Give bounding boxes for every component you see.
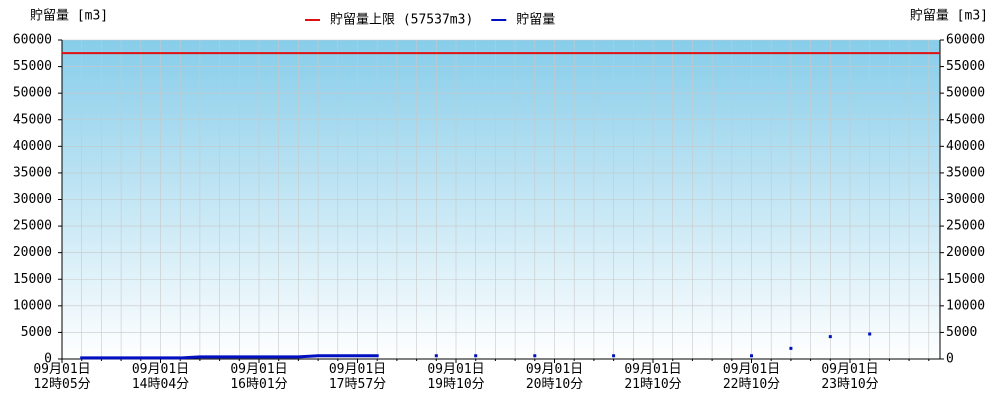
x-tick-label: 09月01日 12時05分 xyxy=(33,362,91,392)
y-tick-label: 45000 xyxy=(13,112,52,127)
y-tick-label: 60000 xyxy=(13,33,52,48)
legend-label: 貯留量 xyxy=(516,13,555,28)
y2-tick-label: 40000 xyxy=(946,139,985,154)
x-tick-label: 09月01日 22時10分 xyxy=(722,362,781,392)
y-tick-label: 50000 xyxy=(13,86,52,101)
y2-tick-label: 20000 xyxy=(946,245,985,260)
x-tick-label: 09月01日 16時01分 xyxy=(230,362,288,392)
y-tick-label: 40000 xyxy=(13,139,52,154)
y2-tick-label: 0 xyxy=(946,352,954,367)
x-tick-label: 09月01日 17時57分 xyxy=(328,362,387,392)
y-tick-label: 25000 xyxy=(13,219,52,234)
y-tick-label: 20000 xyxy=(13,245,52,260)
y2-tick-label: 30000 xyxy=(946,192,985,207)
x-tick-label: 09月01日 20時10分 xyxy=(525,362,584,392)
y-tick-label: 55000 xyxy=(13,59,52,74)
y2-tick-label: 5000 xyxy=(946,325,977,340)
y2-tick-label: 35000 xyxy=(946,165,985,180)
y-tick-label: 35000 xyxy=(13,165,52,180)
y2-tick-label: 45000 xyxy=(946,112,985,127)
y2-tick-label: 25000 xyxy=(946,219,985,234)
legend-label: 貯留量上限 (57537m3) xyxy=(330,13,473,28)
x-tick-label: 09月01日 19時10分 xyxy=(427,362,485,392)
y-tick-label: 15000 xyxy=(13,272,52,287)
y2-tick-label: 15000 xyxy=(946,272,985,287)
y-axis-title: 貯留量 [m3] xyxy=(30,9,108,24)
y-tick-label: 30000 xyxy=(13,192,52,207)
series-line xyxy=(80,332,872,360)
y-tick-label: 5000 xyxy=(21,325,52,340)
y2-tick-label: 10000 xyxy=(946,298,985,313)
y2-tick-label: 60000 xyxy=(946,33,985,48)
y2-tick-label: 55000 xyxy=(946,59,985,74)
y2-tick-label: 50000 xyxy=(946,86,985,101)
x-tick-label: 09月01日 14時04分 xyxy=(131,362,190,392)
y2-axis-title: 貯留量 [m3] xyxy=(910,9,988,24)
y-tick-label: 10000 xyxy=(13,298,52,313)
x-tick-label: 09月01日 23時10分 xyxy=(821,362,879,392)
x-tick-label: 09月01日 21時10分 xyxy=(624,362,682,392)
y-tick-label: 0 xyxy=(44,352,52,367)
